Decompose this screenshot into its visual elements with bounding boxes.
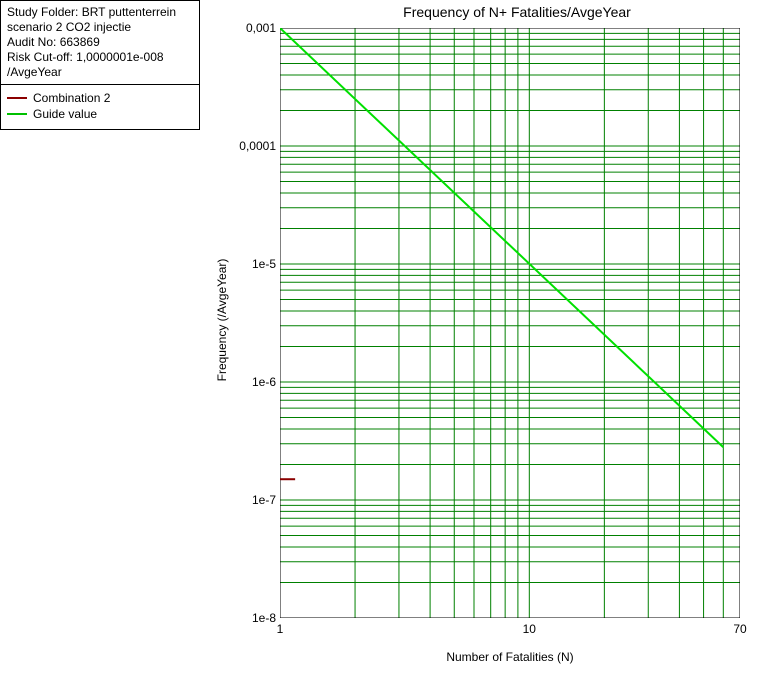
y-tick-label: 0,0001 [239, 139, 276, 153]
study-folder-label: Study Folder: [7, 5, 78, 19]
legend-label: Guide value [33, 107, 97, 121]
info-line: Study Folder: BRT puttenterrein scenario… [7, 5, 193, 35]
x-tick-label: 1 [277, 622, 284, 636]
x-tick-label: 70 [733, 622, 746, 636]
legend-item: Combination 2 [7, 91, 193, 105]
chart-title: Frequency of N+ Fatalities/AvgeYear [280, 4, 754, 20]
legend-swatch [7, 97, 27, 99]
legend-swatch [7, 113, 27, 115]
legend-item: Guide value [7, 107, 193, 121]
x-axis-label: Number of Fatalities (N) [280, 650, 740, 664]
y-tick-label: 1e-7 [252, 493, 276, 507]
risk-cutoff-label: Risk Cut-off: [7, 50, 73, 64]
y-tick-label: 1e-6 [252, 375, 276, 389]
legend: Combination 2 Guide value [1, 85, 199, 129]
info-line: Risk Cut-off: 1,0000001e-008 /AvgeYear [7, 50, 193, 80]
y-tick-label: 1e-5 [252, 257, 276, 271]
y-axis-label: Frequency (/AvgeYear) [215, 259, 229, 382]
chart-plot-area [280, 28, 740, 618]
info-line: Audit No: 663869 [7, 35, 193, 50]
y-tick-label: 1e-8 [252, 611, 276, 625]
legend-label: Combination 2 [33, 91, 110, 105]
study-info-box: Study Folder: BRT puttenterrein scenario… [1, 1, 199, 85]
chart-svg [280, 28, 740, 618]
x-tick-label: 10 [523, 622, 536, 636]
audit-no-value: 663869 [60, 35, 100, 49]
sidebar: Study Folder: BRT puttenterrein scenario… [0, 0, 200, 130]
audit-no-label: Audit No: [7, 35, 56, 49]
y-tick-label: 0,001 [246, 21, 276, 35]
